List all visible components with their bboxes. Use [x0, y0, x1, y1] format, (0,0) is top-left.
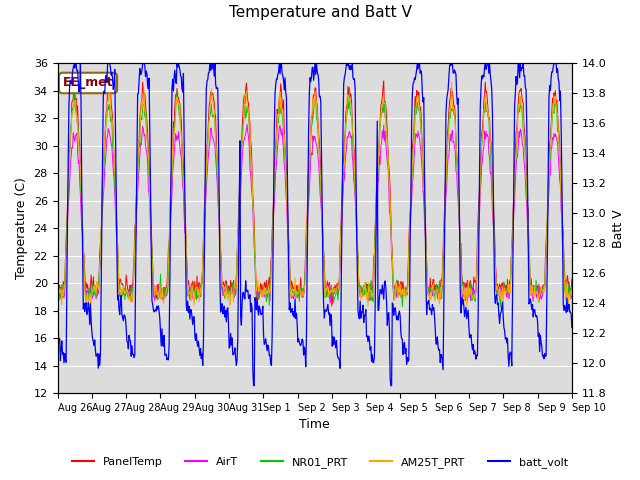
AM25T_PRT [392, 280, 400, 286]
AM25T_PRT [116, 289, 124, 295]
Line: AM25T_PRT: AM25T_PRT [58, 82, 572, 308]
AM25T_PRT [195, 299, 203, 304]
batt_volt [394, 313, 401, 319]
AM25T_PRT [54, 285, 61, 291]
Text: Temperature and Batt V: Temperature and Batt V [228, 5, 412, 20]
Y-axis label: Temperature (C): Temperature (C) [15, 177, 28, 279]
AM25T_PRT [168, 172, 176, 178]
NR01_PRT [63, 229, 70, 235]
AirT [243, 121, 251, 127]
NR01_PRT [54, 302, 61, 308]
AM25T_PRT [63, 237, 70, 243]
AM25T_PRT [499, 305, 507, 311]
NR01_PRT [195, 289, 203, 295]
AirT [63, 240, 70, 245]
PanelTemp [169, 142, 177, 147]
Line: AirT: AirT [58, 124, 572, 306]
AM25T_PRT [568, 292, 576, 298]
AirT [54, 298, 61, 303]
AirT [328, 303, 335, 309]
Line: NR01_PRT: NR01_PRT [58, 88, 572, 307]
PanelTemp [196, 284, 204, 289]
Legend: PanelTemp, AirT, NR01_PRT, AM25T_PRT, batt_volt: PanelTemp, AirT, NR01_PRT, AM25T_PRT, ba… [68, 452, 572, 472]
Line: batt_volt: batt_volt [58, 63, 572, 385]
AirT [168, 191, 176, 196]
NR01_PRT [168, 169, 176, 175]
PanelTemp [568, 276, 576, 282]
Line: PanelTemp: PanelTemp [58, 81, 572, 304]
AirT [195, 289, 203, 295]
NR01_PRT [497, 304, 504, 310]
PanelTemp [378, 94, 386, 100]
NR01_PRT [346, 85, 353, 91]
NR01_PRT [116, 282, 124, 288]
AirT [568, 293, 576, 299]
batt_volt [77, 60, 84, 66]
Y-axis label: Batt V: Batt V [612, 209, 625, 248]
NR01_PRT [378, 110, 385, 116]
AirT [378, 128, 386, 134]
batt_volt [196, 353, 204, 359]
AirT [394, 289, 401, 295]
batt_volt [116, 298, 124, 303]
NR01_PRT [393, 277, 401, 283]
X-axis label: Time: Time [300, 419, 330, 432]
PanelTemp [328, 301, 336, 307]
AM25T_PRT [377, 113, 385, 119]
batt_volt [378, 282, 386, 288]
AM25T_PRT [448, 79, 456, 84]
batt_volt [63, 286, 70, 292]
NR01_PRT [568, 295, 576, 300]
batt_volt [169, 76, 177, 82]
batt_volt [54, 318, 61, 324]
PanelTemp [63, 220, 70, 226]
AirT [116, 293, 124, 299]
batt_volt [568, 324, 576, 330]
PanelTemp [54, 275, 61, 281]
PanelTemp [70, 78, 78, 84]
PanelTemp [116, 276, 124, 282]
PanelTemp [394, 280, 401, 286]
batt_volt [250, 383, 257, 388]
Text: EE_met: EE_met [63, 76, 113, 89]
